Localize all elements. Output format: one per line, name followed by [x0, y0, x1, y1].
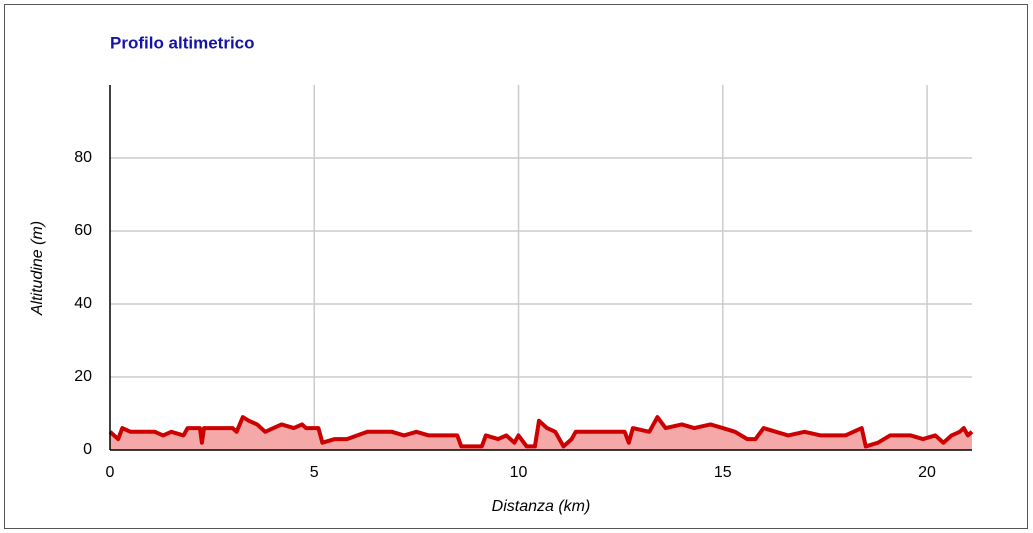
y-axis-title: Altitudine (m) — [29, 221, 46, 316]
y-tick-label: 80 — [74, 149, 92, 166]
x-tick-label: 0 — [106, 464, 115, 481]
x-tick-label: 15 — [714, 464, 732, 481]
x-tick-label: 5 — [310, 464, 319, 481]
x-axis-title: Distanza (km) — [492, 498, 591, 515]
y-tick-label: 60 — [74, 222, 92, 239]
chart-title: Profilo altimetrico — [110, 33, 255, 52]
x-tick-label: 10 — [510, 464, 528, 481]
y-tick-label: 0 — [83, 441, 92, 458]
area-fill — [110, 417, 972, 450]
line — [108, 415, 974, 449]
y-tick-label: 20 — [74, 368, 92, 385]
y-tick-label: 40 — [74, 295, 92, 312]
x-tick-label: 20 — [918, 464, 936, 481]
